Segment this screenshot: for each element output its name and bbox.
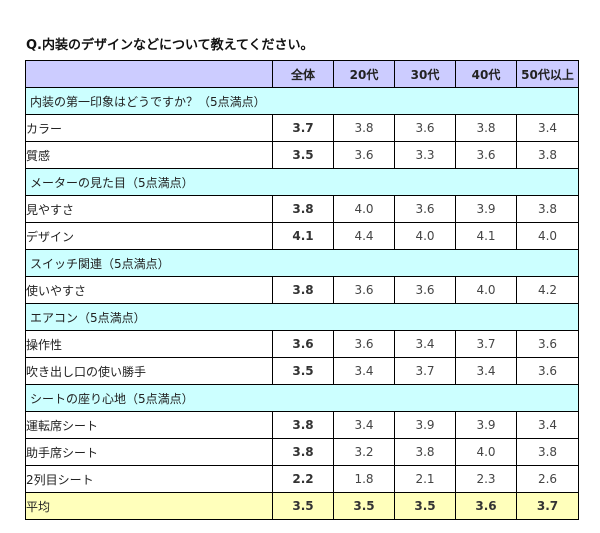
value-cell: 3.8 — [455, 114, 517, 142]
header-blank — [25, 60, 273, 88]
category-label: メーターの見た目（5点満点） — [25, 168, 579, 196]
value-cell: 4.0 — [516, 222, 579, 250]
value-cell: 3.6 — [516, 330, 579, 358]
category-label: 内装の第一印象はどうですか？（5点満点） — [25, 87, 579, 115]
average-row: 平均 3.5 3.5 3.5 3.6 3.7 — [25, 492, 579, 520]
value-cell: 4.0 — [455, 438, 517, 466]
row-label: 2列目シート — [25, 465, 273, 493]
total-cell: 3.5 — [272, 141, 334, 169]
table-row: 運転席シート 3.8 3.4 3.9 3.9 3.4 — [25, 411, 579, 439]
row-label: 操作性 — [25, 330, 273, 358]
value-cell: 4.2 — [516, 276, 579, 304]
table-row: 操作性 3.6 3.6 3.4 3.7 3.6 — [25, 330, 579, 358]
value-cell: 3.8 — [394, 438, 456, 466]
total-cell: 3.8 — [272, 276, 334, 304]
total-cell: 2.2 — [272, 465, 334, 493]
question-title: Q.内装のデザインなどについて教えてください。 — [26, 38, 314, 53]
value-cell: 3.6 — [333, 330, 395, 358]
table-row: 見やすさ 3.8 4.0 3.6 3.9 3.8 — [25, 195, 579, 223]
total-cell: 3.6 — [272, 330, 334, 358]
category-row: スイッチ関連（5点満点） — [25, 249, 579, 277]
value-cell: 2.3 — [455, 465, 517, 493]
average-value-cell: 3.5 — [394, 492, 456, 520]
value-cell: 4.4 — [333, 222, 395, 250]
value-cell: 3.4 — [333, 411, 395, 439]
value-cell: 3.9 — [455, 195, 517, 223]
value-cell: 3.2 — [333, 438, 395, 466]
total-cell: 3.8 — [272, 438, 334, 466]
value-cell: 3.4 — [394, 330, 456, 358]
value-cell: 3.8 — [516, 438, 579, 466]
row-label: デザイン — [25, 222, 273, 250]
value-cell: 3.6 — [333, 276, 395, 304]
total-cell: 3.8 — [272, 411, 334, 439]
value-cell: 3.6 — [394, 276, 456, 304]
header-total: 全体 — [272, 60, 334, 88]
value-cell: 3.8 — [516, 195, 579, 223]
category-label: シートの座り心地（5点満点） — [25, 384, 579, 412]
category-row: メーターの見た目（5点満点） — [25, 168, 579, 196]
row-label: 助手席シート — [25, 438, 273, 466]
header-50s-plus: 50代以上 — [516, 60, 579, 88]
value-cell: 4.0 — [455, 276, 517, 304]
category-label: エアコン（5点満点） — [25, 303, 579, 331]
value-cell: 3.8 — [333, 114, 395, 142]
value-cell: 3.6 — [333, 141, 395, 169]
category-label: スイッチ関連（5点満点） — [25, 249, 579, 277]
table-row: デザイン 4.1 4.4 4.0 4.1 4.0 — [25, 222, 579, 250]
value-cell: 3.7 — [394, 357, 456, 385]
category-row: エアコン（5点満点） — [25, 303, 579, 331]
header-30s: 30代 — [394, 60, 456, 88]
table-row: 吹き出し口の使い勝手 3.5 3.4 3.7 3.4 3.6 — [25, 357, 579, 385]
value-cell: 3.6 — [455, 141, 517, 169]
table-row: 使いやすさ 3.8 3.6 3.6 4.0 4.2 — [25, 276, 579, 304]
average-value-cell: 3.7 — [516, 492, 579, 520]
row-label: 質感 — [25, 141, 273, 169]
header-row: 全体 20代 30代 40代 50代以上 — [25, 60, 579, 88]
table-row: 質感 3.5 3.6 3.3 3.6 3.8 — [25, 141, 579, 169]
average-label: 平均 — [25, 492, 273, 520]
value-cell: 3.4 — [455, 357, 517, 385]
category-row: 内装の第一印象はどうですか？（5点満点） — [25, 87, 579, 115]
survey-results-table: 全体 20代 30代 40代 50代以上 内装の第一印象はどうですか？（5点満点… — [25, 60, 579, 520]
value-cell: 3.8 — [516, 141, 579, 169]
value-cell: 4.1 — [455, 222, 517, 250]
row-label: 使いやすさ — [25, 276, 273, 304]
value-cell: 3.6 — [394, 195, 456, 223]
value-cell: 2.6 — [516, 465, 579, 493]
value-cell: 3.4 — [516, 114, 579, 142]
total-cell: 4.1 — [272, 222, 334, 250]
table-row: 助手席シート 3.8 3.2 3.8 4.0 3.8 — [25, 438, 579, 466]
value-cell: 3.4 — [333, 357, 395, 385]
value-cell: 4.0 — [333, 195, 395, 223]
total-cell: 3.5 — [272, 357, 334, 385]
value-cell: 3.6 — [394, 114, 456, 142]
row-label: 見やすさ — [25, 195, 273, 223]
average-value-cell: 3.5 — [333, 492, 395, 520]
average-value-cell: 3.6 — [455, 492, 517, 520]
table-row: 2列目シート 2.2 1.8 2.1 2.3 2.6 — [25, 465, 579, 493]
value-cell: 3.4 — [516, 411, 579, 439]
table-row: カラー 3.7 3.8 3.6 3.8 3.4 — [25, 114, 579, 142]
value-cell: 2.1 — [394, 465, 456, 493]
value-cell: 3.9 — [455, 411, 517, 439]
value-cell: 4.0 — [394, 222, 456, 250]
category-row: シートの座り心地（5点満点） — [25, 384, 579, 412]
value-cell: 3.3 — [394, 141, 456, 169]
value-cell: 1.8 — [333, 465, 395, 493]
header-40s: 40代 — [455, 60, 517, 88]
value-cell: 3.7 — [455, 330, 517, 358]
row-label: 運転席シート — [25, 411, 273, 439]
header-20s: 20代 — [333, 60, 395, 88]
value-cell: 3.6 — [516, 357, 579, 385]
row-label: 吹き出し口の使い勝手 — [25, 357, 273, 385]
value-cell: 3.9 — [394, 411, 456, 439]
average-total-cell: 3.5 — [272, 492, 334, 520]
total-cell: 3.8 — [272, 195, 334, 223]
total-cell: 3.7 — [272, 114, 334, 142]
row-label: カラー — [25, 114, 273, 142]
